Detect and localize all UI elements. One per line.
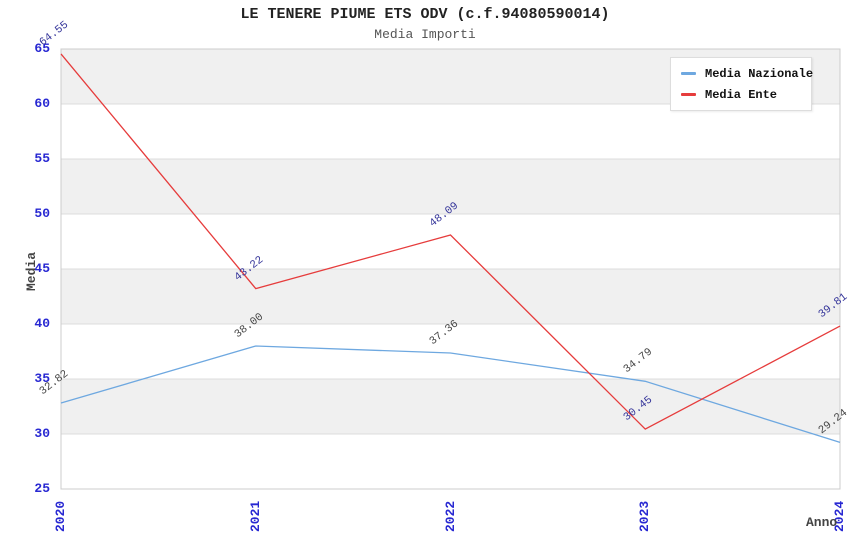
legend: Media Nazionale Media Ente <box>670 57 814 111</box>
legend-label: Media Ente <box>705 87 778 102</box>
x-tick-label: 2022 <box>442 500 458 532</box>
y-tick-label: 30 <box>34 426 50 441</box>
legend-item-media-ente: Media Ente <box>681 84 811 105</box>
y-tick-label: 55 <box>34 151 50 166</box>
y-axis-title: Media <box>24 251 39 291</box>
legend-item-media-nazionale: Media Nazionale <box>681 63 814 84</box>
x-tick-label: 2023 <box>637 500 653 532</box>
line-swatch-media-nazionale <box>681 72 696 75</box>
y-tick-label: 35 <box>34 371 50 386</box>
y-tick-label: 45 <box>34 261 50 276</box>
chart-title: LE TENERE PIUME ETS ODV (c.f.94080590014… <box>240 6 610 23</box>
y-tick-label: 25 <box>34 481 50 496</box>
y-tick-label: 50 <box>34 206 50 221</box>
y-tick-label: 65 <box>34 41 50 56</box>
x-tick-label: 2021 <box>247 500 263 532</box>
y-tick-label: 60 <box>34 96 50 111</box>
legend-label: Media Nazionale <box>705 66 814 81</box>
line-swatch-media-ente <box>681 93 696 96</box>
x-axis-title: Anno <box>806 515 838 530</box>
y-tick-label: 40 <box>34 316 50 331</box>
chart-subtitle: Media Importi <box>374 27 476 42</box>
x-tick-label: 2020 <box>53 500 68 532</box>
